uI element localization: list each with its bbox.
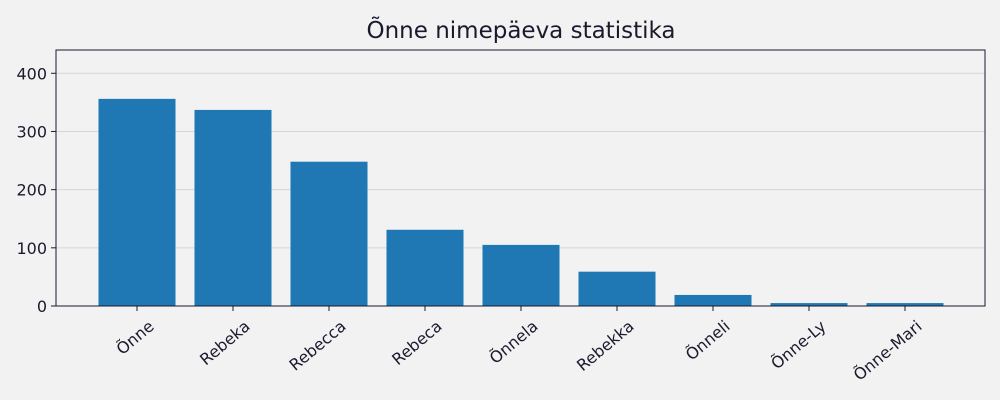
x-tick-label: Õnneli — [682, 317, 734, 365]
y-tick-label: 100 — [16, 239, 47, 258]
bar — [386, 229, 464, 306]
bar — [578, 271, 656, 306]
y-tick-label: 0 — [37, 297, 47, 316]
x-tick-label: Rebekka — [573, 317, 638, 375]
x-tick-label: Õnne-Mari — [850, 317, 926, 385]
y-tick-label: 200 — [16, 181, 47, 200]
bar — [290, 161, 368, 306]
x-axis-ticks: Õnne Rebeka Rebecca Rebeca Õnnela Rebekka Õnne… — [113, 306, 926, 384]
y-axis-ticks: 0 100 200 300 400 — [16, 64, 56, 316]
bar — [482, 244, 560, 306]
x-tick-label: Õnne — [113, 317, 158, 359]
bar — [674, 294, 752, 306]
bars — [98, 98, 944, 306]
x-tick-label: Õnne-Ly — [767, 317, 829, 374]
x-tick-label: Rebeka — [196, 317, 253, 369]
plot-frame — [55, 49, 986, 307]
bar — [866, 303, 944, 306]
x-tick-label: Rebeca — [388, 317, 445, 369]
bar — [770, 303, 848, 306]
x-tick-label: Rebecca — [286, 317, 350, 375]
bar — [194, 109, 272, 306]
y-tick-label: 300 — [16, 122, 47, 141]
chart-title: Õnne nimepäeva statistika — [366, 15, 675, 44]
bar — [98, 98, 176, 306]
x-tick-label: Õnnela — [486, 317, 542, 368]
y-tick-label: 400 — [16, 64, 47, 83]
